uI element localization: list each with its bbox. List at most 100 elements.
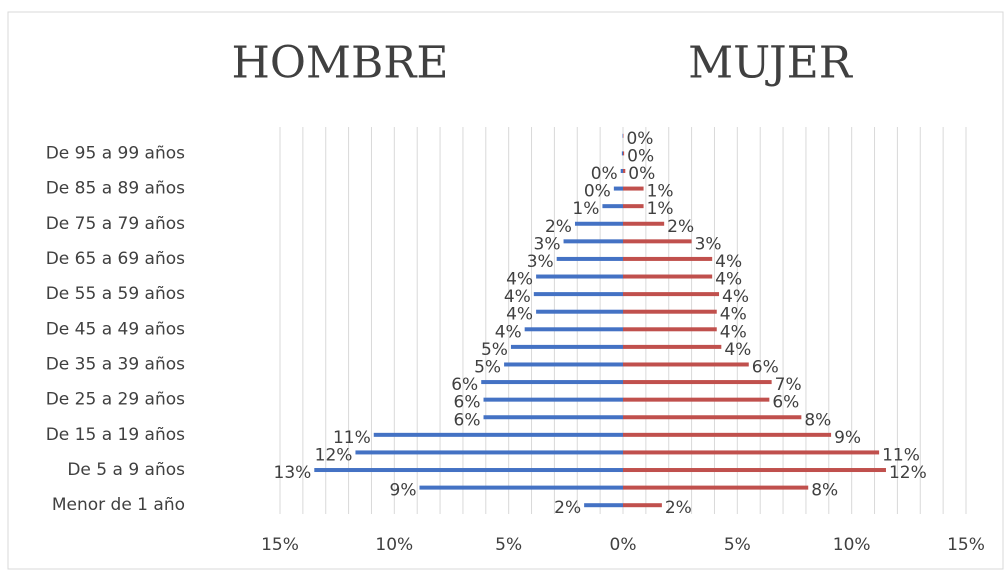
data-label: 1% xyxy=(647,182,674,202)
y-tick-label: De 55 a 59 años xyxy=(46,284,185,304)
bar xyxy=(623,186,644,191)
bar xyxy=(481,380,623,385)
bar xyxy=(623,204,644,209)
y-tick-label: De 15 a 19 años xyxy=(46,425,185,445)
data-label: 1% xyxy=(572,199,599,219)
data-label: 4% xyxy=(506,270,533,290)
data-label: 2% xyxy=(667,217,694,237)
bar xyxy=(623,292,720,297)
data-label: 11% xyxy=(333,428,371,448)
data-label: 5% xyxy=(481,340,508,360)
bar xyxy=(556,256,623,261)
data-label: 1% xyxy=(647,199,674,219)
bar xyxy=(623,274,713,279)
x-tick-label: 5% xyxy=(724,535,751,555)
bar xyxy=(602,204,623,209)
bar xyxy=(510,344,623,349)
data-label: 12% xyxy=(315,445,353,465)
data-label: 8% xyxy=(811,481,838,501)
bar xyxy=(483,415,623,420)
x-tick-label: 10% xyxy=(833,535,871,555)
data-label: 4% xyxy=(506,305,533,325)
data-label: 6% xyxy=(454,410,481,430)
bar xyxy=(504,362,623,367)
y-tick-label: De 95 a 99 años xyxy=(46,143,185,163)
bar xyxy=(620,168,623,173)
data-label: 8% xyxy=(804,410,831,430)
data-label: 9% xyxy=(834,428,861,448)
bar xyxy=(314,468,623,473)
data-label: 0% xyxy=(584,182,611,202)
bar xyxy=(574,221,623,226)
series-title: HOMBRE xyxy=(231,38,448,89)
data-label: 6% xyxy=(772,393,799,413)
y-tick-label: De 65 a 69 años xyxy=(46,249,185,269)
data-label: 4% xyxy=(715,270,742,290)
bar xyxy=(623,151,625,156)
bar xyxy=(623,380,772,385)
bar xyxy=(623,397,770,402)
data-label: 0% xyxy=(591,164,618,184)
bar xyxy=(563,239,623,244)
data-label: 6% xyxy=(752,357,779,377)
bar xyxy=(373,432,623,437)
x-tick-label: 15% xyxy=(261,535,299,555)
data-label: 2% xyxy=(554,498,581,518)
data-label: 13% xyxy=(274,463,312,483)
y-tick-label: De 35 a 39 años xyxy=(46,354,185,374)
bar xyxy=(623,344,722,349)
data-label: 3% xyxy=(527,252,554,272)
y-tick-label: De 5 a 9 años xyxy=(67,460,185,480)
data-label: 4% xyxy=(724,340,751,360)
bar xyxy=(623,468,886,473)
series-title: MUJER xyxy=(688,38,854,89)
data-label: 5% xyxy=(474,357,501,377)
bar xyxy=(533,292,623,297)
y-tick-label: De 25 a 29 años xyxy=(46,390,185,410)
x-tick-label: 5% xyxy=(495,535,522,555)
bar xyxy=(623,485,809,490)
data-label: 4% xyxy=(720,322,747,342)
data-label: 12% xyxy=(889,463,927,483)
bar xyxy=(623,309,717,314)
data-label: 6% xyxy=(454,393,481,413)
data-label: 2% xyxy=(665,498,692,518)
data-label: 0% xyxy=(626,129,653,149)
bar xyxy=(355,450,623,455)
data-label: 3% xyxy=(695,234,722,254)
bar xyxy=(623,432,832,437)
data-label: 4% xyxy=(722,287,749,307)
x-tick-label: 15% xyxy=(947,535,985,555)
data-label: 6% xyxy=(451,375,478,395)
bar xyxy=(623,239,692,244)
bar xyxy=(623,221,665,226)
bar xyxy=(524,327,623,332)
data-label: 4% xyxy=(720,305,747,325)
bar xyxy=(536,309,623,314)
data-label: 7% xyxy=(775,375,802,395)
data-label: 11% xyxy=(882,445,920,465)
y-tick-label: De 45 a 49 años xyxy=(46,319,185,339)
bar xyxy=(419,485,623,490)
y-tick-label: De 85 a 89 años xyxy=(46,179,185,199)
data-label: 0% xyxy=(628,164,655,184)
y-tick-label: De 75 a 79 años xyxy=(46,214,185,234)
bar xyxy=(623,327,717,332)
x-tick-label: 0% xyxy=(610,535,637,555)
bar xyxy=(483,397,623,402)
bar xyxy=(584,503,623,508)
data-label: 3% xyxy=(534,234,561,254)
chart-frame xyxy=(7,11,1004,570)
bar xyxy=(623,362,749,367)
bar xyxy=(536,274,623,279)
bar xyxy=(623,415,802,420)
bar xyxy=(623,168,626,173)
bar xyxy=(613,186,623,191)
data-label: 4% xyxy=(495,322,522,342)
x-tick-label: 10% xyxy=(375,535,413,555)
bar xyxy=(623,450,880,455)
data-label: 2% xyxy=(545,217,572,237)
bar xyxy=(621,151,623,156)
data-label: 4% xyxy=(715,252,742,272)
